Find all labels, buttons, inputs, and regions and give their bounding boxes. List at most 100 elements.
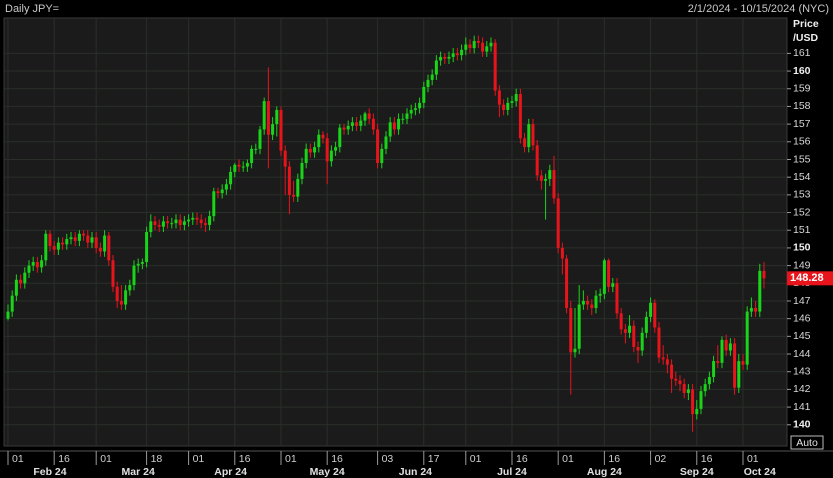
x-tick-label: 16 [239,453,251,465]
candle-body [460,49,464,56]
candle-body [497,90,501,105]
candle-body [103,235,107,252]
candle-body [124,290,128,305]
candle-body [392,122,396,130]
candle-body [409,109,413,114]
candle-body [371,118,375,130]
y-tick-label: 150 [793,242,811,254]
candle-body [506,102,510,110]
candle-body [514,94,518,102]
candle-body [380,148,384,164]
candle-body [191,217,195,220]
candle-body [661,357,665,360]
auto-button[interactable]: Auto [790,435,824,450]
candle-body [686,389,690,393]
candle-body [271,124,275,135]
auto-button-frame[interactable] [790,435,824,450]
candle-body [481,42,485,52]
candle-body [69,237,73,240]
y-tick-label: 144 [793,348,811,360]
candle-body [682,384,686,393]
y-tick-label: 159 [793,83,811,95]
candle-body [342,127,346,130]
candle-body [136,263,140,266]
candle-body [31,262,35,266]
candle-body [493,42,497,91]
candle-body [518,94,522,139]
candle-body [14,279,18,296]
x-tick-label: 16 [331,453,343,465]
candle-body [678,380,682,385]
candle-body [565,258,569,309]
candle-body [56,242,60,250]
candle-body [447,56,451,59]
candle-body [384,136,388,149]
last-price-tag [787,271,833,286]
x-tick-label: 16 [701,453,713,465]
candle-body [82,233,86,236]
candle-body [430,74,434,80]
candle-body [19,279,23,284]
y-tick-label: 143 [793,366,811,378]
candle-body [758,270,762,312]
candle-body [334,147,338,151]
candle-body [472,40,476,49]
candle-body [6,311,10,319]
candle-body [44,233,48,261]
candle-body [733,343,737,388]
candle-body [628,325,632,333]
candle-body [560,247,564,259]
candle-body [86,235,90,243]
candle-body [115,286,119,301]
candle-body [695,408,699,415]
auto-button-label[interactable]: Auto [796,437,818,449]
candle-body [329,150,333,162]
y-tick-label: 161 [793,47,811,59]
candle-body [203,223,207,225]
candle-body [153,221,157,225]
last-price-label: 148.28 [790,272,824,284]
candle-body [623,329,627,333]
y-tick-label: 153 [793,189,811,201]
candle-body [250,148,254,164]
candle-body [573,348,577,353]
candle-body [166,221,170,224]
candle-body [401,118,405,120]
candle-body [48,233,52,247]
y-tick-label: 146 [793,312,811,324]
candle-body [300,163,304,179]
candle-body [699,391,703,409]
candle-body [640,332,644,351]
candle-body [737,361,741,388]
month-label: Jul 24 [497,466,527,478]
candle-body [27,265,31,273]
candle-body [40,260,44,268]
candle-body [649,302,653,317]
candle-body [762,270,766,279]
candle-body [224,184,228,190]
candle-body [317,134,321,148]
month-label: Mar 24 [122,466,155,478]
candle-body [598,293,602,296]
y-axis-label: /USD [793,32,819,44]
x-tick-label: 02 [655,453,667,465]
candle-body [468,44,472,49]
x-tick-label: 18 [151,453,163,465]
candle-body [548,170,552,179]
candle-body [338,127,342,148]
x-tick-label: 17 [428,453,440,465]
candle-body [107,235,111,261]
candle-body [443,56,447,59]
candle-body [422,86,426,103]
candle-body [90,237,94,243]
candle-body [434,60,438,75]
y-tick-label: 157 [793,118,811,130]
candle-body [594,295,598,309]
candle-body [199,219,203,224]
month-label: Jun 24 [399,466,432,478]
candle-body [195,217,199,220]
candle-body [258,129,262,149]
x-tick-label: 16 [516,453,528,465]
candle-body [405,113,409,119]
candle-body [636,346,640,351]
